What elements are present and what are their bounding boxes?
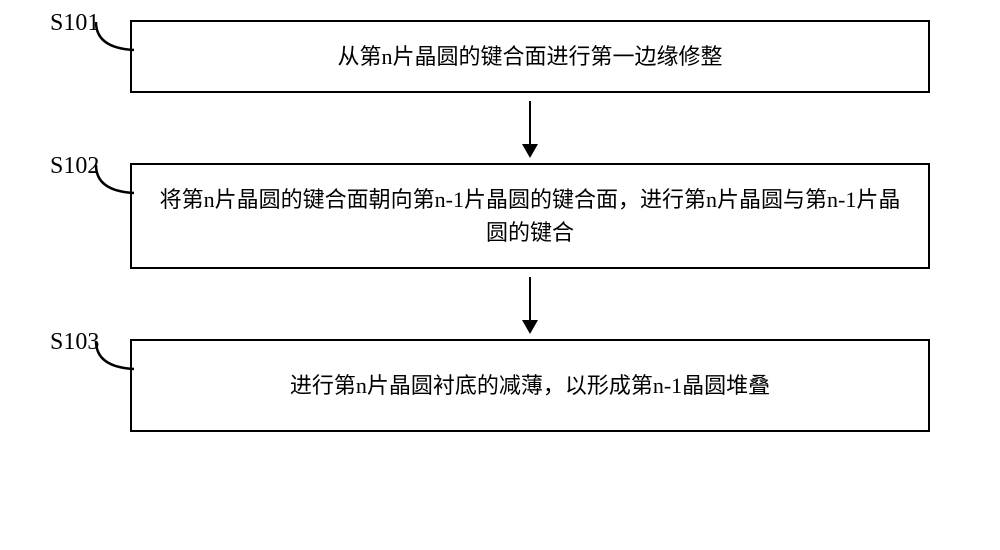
step-label: S103	[50, 329, 99, 356]
step-label: S102	[50, 153, 99, 180]
step-box: 将第n片晶圆的键合面朝向第n-1片晶圆的键合面，进行第n片晶圆与第n-1片晶圆的…	[130, 163, 930, 269]
step-s102: S102 将第n片晶圆的键合面朝向第n-1片晶圆的键合面，进行第n片晶圆与第n-…	[130, 163, 950, 269]
bracket-icon	[94, 20, 136, 56]
step-text: 进行第n片晶圆衬底的减薄，以形成第n-1晶圆堆叠	[290, 373, 770, 398]
step-box: 进行第n片晶圆衬底的减薄，以形成第n-1晶圆堆叠	[130, 339, 930, 432]
arrow-2	[130, 269, 930, 339]
step-s101: S101 从第n片晶圆的键合面进行第一边缘修整	[130, 20, 950, 93]
step-text: 将第n片晶圆的键合面朝向第n-1片晶圆的键合面，进行第n片晶圆与第n-1片晶圆的…	[160, 187, 901, 245]
bracket-icon	[94, 163, 136, 199]
step-text: 从第n片晶圆的键合面进行第一边缘修整	[337, 44, 722, 69]
step-box: 从第n片晶圆的键合面进行第一边缘修整	[130, 20, 930, 93]
flowchart-container: S101 从第n片晶圆的键合面进行第一边缘修整 S102 将第n片晶圆的键合面朝…	[50, 20, 950, 432]
arrow-1	[130, 93, 930, 163]
step-s103: S103 进行第n片晶圆衬底的减薄，以形成第n-1晶圆堆叠	[130, 339, 950, 432]
bracket-icon	[94, 339, 136, 375]
step-label: S101	[50, 10, 99, 37]
